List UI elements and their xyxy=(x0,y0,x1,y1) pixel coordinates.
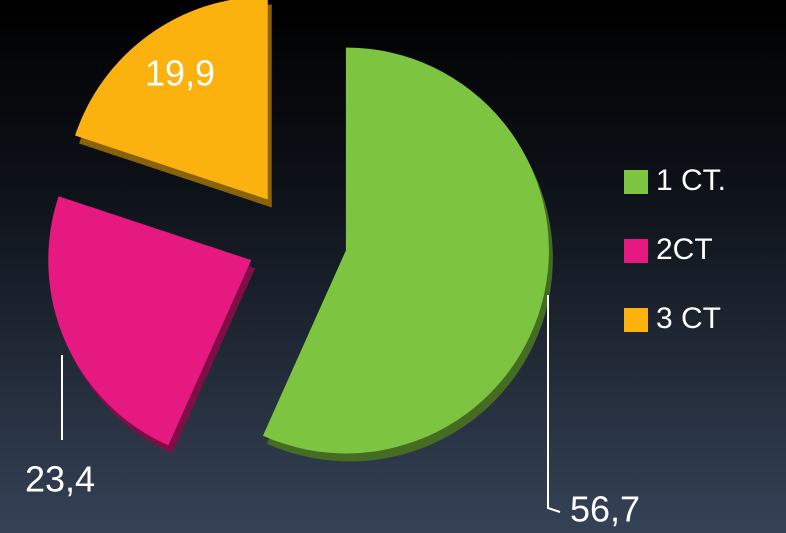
legend-swatch xyxy=(624,170,648,194)
slice xyxy=(75,0,268,200)
legend-label: 3 CT xyxy=(656,302,721,335)
data-label: 19,9 xyxy=(145,53,215,94)
legend-label: 2CT xyxy=(656,233,713,266)
slice xyxy=(48,196,252,446)
legend-label: 1 CT. xyxy=(656,164,726,197)
legend-swatch xyxy=(624,239,648,263)
slice xyxy=(262,47,549,454)
data-label: 56,7 xyxy=(570,489,640,530)
legend-swatch xyxy=(624,308,648,332)
leader-line xyxy=(547,295,561,513)
data-label: 23,4 xyxy=(25,459,95,500)
